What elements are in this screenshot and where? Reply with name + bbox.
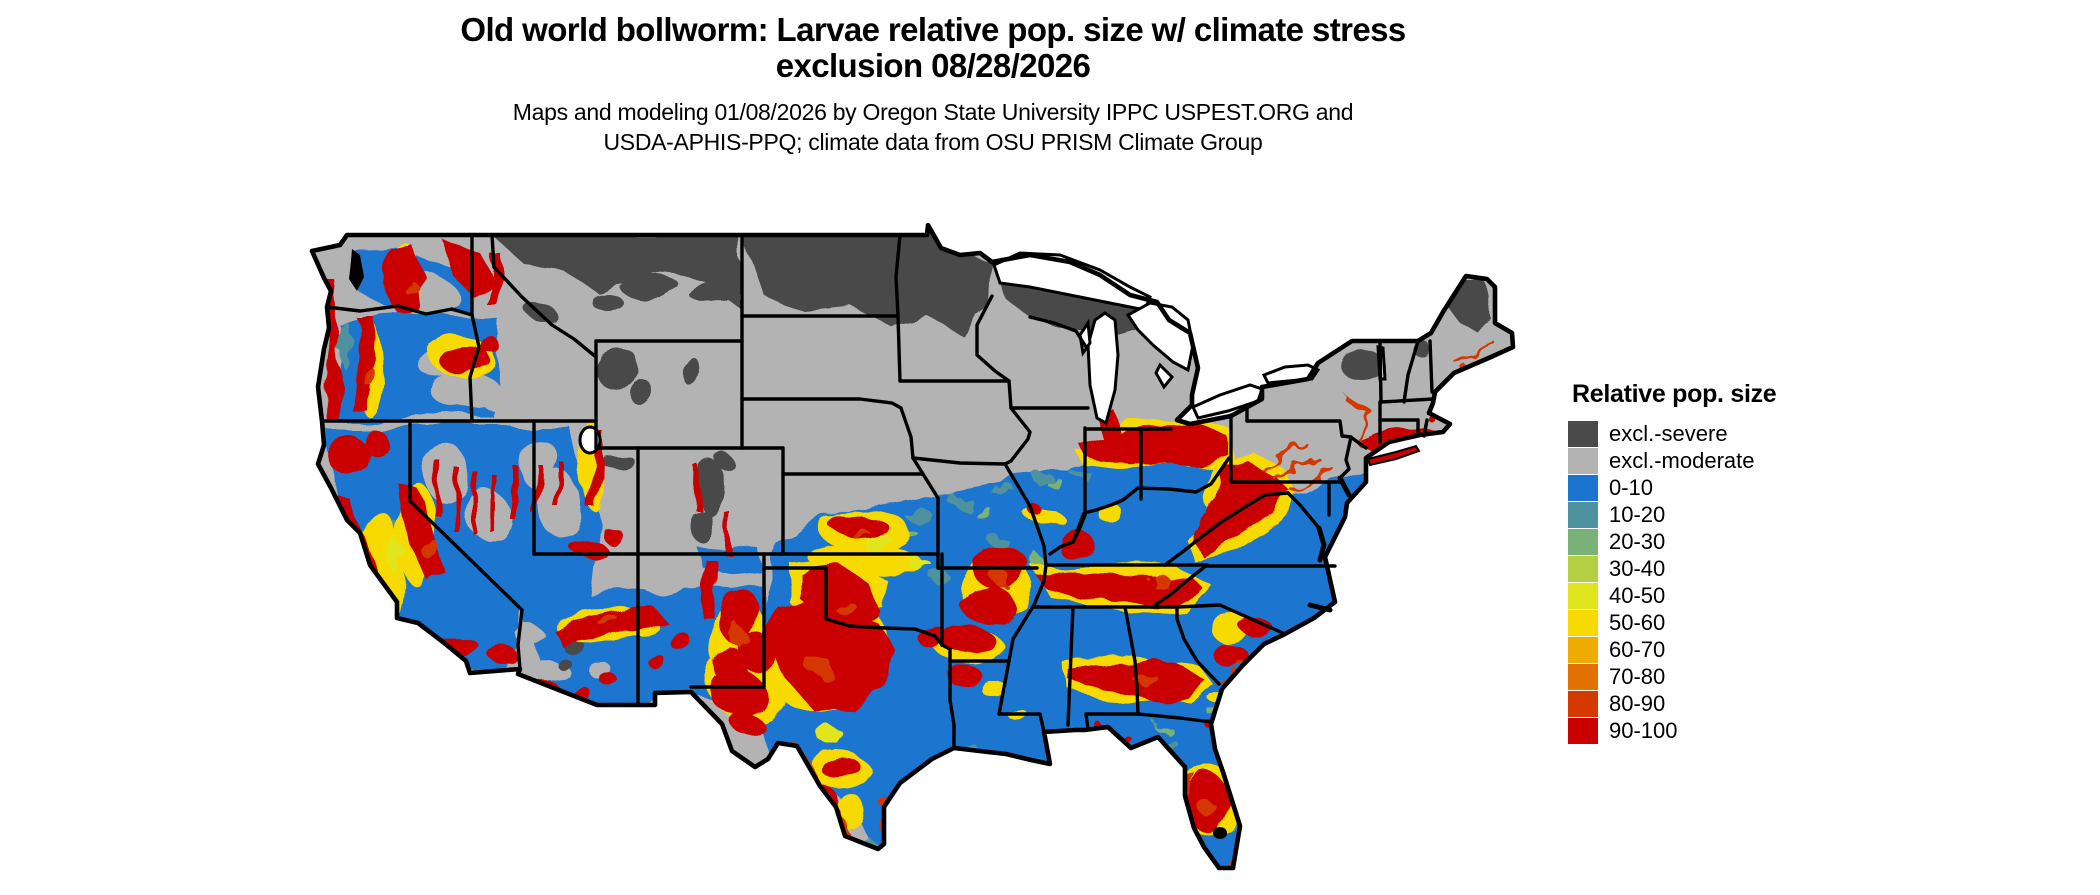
- subtitle-line2: USDA-APHIS-PPQ; climate data from OSU PR…: [603, 128, 1263, 155]
- legend-item: excl.-moderate: [1568, 448, 1998, 474]
- legend-swatch: [1568, 529, 1598, 555]
- lake-michigan: [1086, 311, 1120, 426]
- green-bay: [1078, 318, 1092, 357]
- us-map-svg: [309, 222, 1516, 871]
- legend-swatch: [1568, 556, 1598, 582]
- legend-item: 50-60: [1568, 610, 1998, 636]
- legend-item: 80-90: [1568, 691, 1998, 717]
- saginaw-bay: [1154, 362, 1175, 390]
- state-borders: [320, 233, 1435, 750]
- legend-item: 10-20: [1568, 502, 1998, 528]
- us-outline: [309, 222, 1516, 871]
- legend-item: excl.-severe: [1568, 421, 1998, 447]
- legend-swatch: [1568, 448, 1598, 474]
- great-lakes-water: [349, 249, 1387, 839]
- page-title: Old world bollworm: Larvae relative pop.…: [233, 12, 1633, 83]
- us-choropleth-map: [300, 215, 1550, 895]
- legend-item: 60-70: [1568, 637, 1998, 663]
- legend-item: 20-30: [1568, 529, 1998, 555]
- legend-item-label: 80-90: [1609, 691, 1666, 716]
- legend-swatch: [1568, 421, 1598, 447]
- legend-item-label: 90-100: [1609, 718, 1678, 743]
- lake-okeechobee: [1213, 827, 1227, 839]
- title-block: Old world bollworm: Larvae relative pop.…: [233, 12, 1633, 157]
- subtitle-line1: Maps and modeling 01/08/2026 by Oregon S…: [512, 99, 1354, 126]
- legend-item-label: 30-40: [1609, 556, 1666, 581]
- legend-title: Relative pop. size: [1572, 380, 1777, 408]
- legend-swatch: [1568, 664, 1598, 690]
- legend-item-label: excl.-severe: [1609, 421, 1728, 446]
- page-title-line2: exclusion 08/28/2026: [775, 46, 1091, 84]
- legend-swatch: [1568, 718, 1598, 744]
- legend-item: 90-100: [1568, 718, 1998, 744]
- legend-item: 40-50: [1568, 583, 1998, 609]
- legend-swatch: [1568, 637, 1598, 663]
- subtitle: Maps and modeling 01/08/2026 by Oregon S…: [233, 98, 1633, 157]
- legend-item-label: 0-10: [1609, 475, 1654, 500]
- legend-item-label: 50-60: [1609, 610, 1666, 635]
- legend-swatch: [1568, 610, 1598, 636]
- legend-item: 70-80: [1568, 664, 1998, 690]
- legend-swatch: [1568, 691, 1598, 717]
- puget-sound: [349, 249, 364, 291]
- delaware-bay: [1337, 475, 1352, 498]
- legend-item: 0-10: [1568, 475, 1998, 501]
- long-island: [1366, 444, 1421, 467]
- legend-item-label: excl.-moderate: [1609, 448, 1755, 473]
- chesapeake-bay: [1316, 525, 1327, 563]
- legend-item-label: 20-30: [1609, 529, 1666, 554]
- legend-swatch: [1568, 583, 1598, 609]
- legend-list: excl.-severe excl.-moderate 0-10 10-20 2…: [1568, 421, 1998, 744]
- legend-item: 30-40: [1568, 556, 1998, 582]
- legend-item-label: 10-20: [1609, 502, 1666, 527]
- legend-swatch: [1568, 475, 1598, 501]
- legend-swatch: [1568, 502, 1598, 528]
- legend-item-label: 70-80: [1609, 664, 1666, 689]
- legend-item-label: 60-70: [1609, 637, 1666, 662]
- legend-item-label: 40-50: [1609, 583, 1666, 608]
- legend: Relative pop. size excl.-severe excl.-mo…: [1568, 380, 1998, 745]
- page-title-line1: Old world bollworm: Larvae relative pop.…: [460, 11, 1406, 48]
